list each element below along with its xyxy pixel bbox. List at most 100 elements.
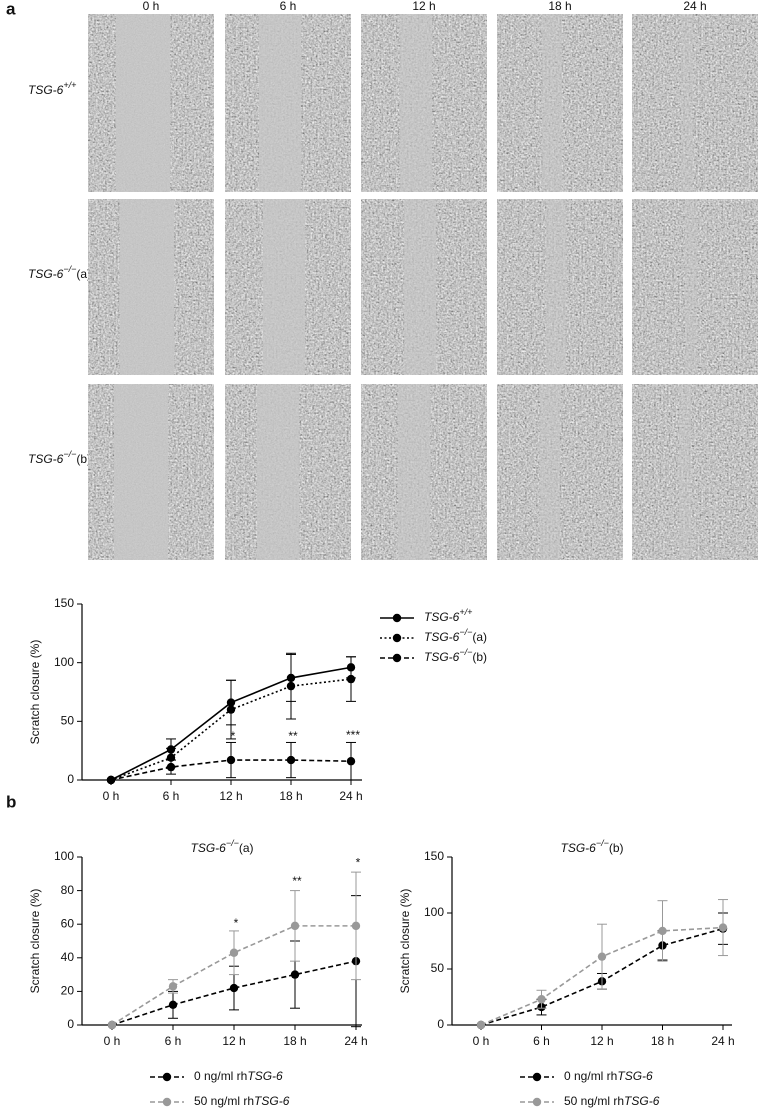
x-tick-label: 0 h [473,1034,490,1048]
data-point [229,948,239,957]
scratch-gap [685,199,697,375]
scratch-gap [679,384,691,560]
data-point [537,995,546,1004]
x-tick-label: 24 h [344,1034,367,1048]
significance: *** [346,728,360,742]
y-tick-label: 40 [61,950,75,964]
micrograph [632,14,758,192]
legend-marker [162,1072,172,1082]
chart-title: TSG-6−/−(a) [190,838,253,855]
scratch-gap [116,14,170,192]
y-tick-label: 150 [54,596,74,610]
x-tick-label: 24 h [339,789,362,803]
data-point [351,921,361,931]
scratch-gap [681,14,693,192]
y-tick-label: 50 [431,961,445,975]
panel-label: a [6,0,16,18]
x-tick-label: 6 h [533,1034,550,1048]
legend-marker [532,1097,542,1107]
column-label: 12 h [412,0,435,13]
legend-label: 50 ng/ml rhTSG-6 [564,1094,660,1108]
scratch-gap [546,199,566,375]
x-tick-label: 6 h [163,789,180,803]
data-point [718,923,728,932]
legend-marker [392,613,402,623]
x-tick-label: 18 h [283,1034,306,1048]
column-label: 18 h [548,0,571,13]
data-point [290,921,300,931]
legend-marker [392,653,402,663]
significance: * [356,856,361,870]
legend-label: 0 ng/ml rhTSG-6 [564,1069,653,1083]
data-point [106,775,116,785]
y-tick-label: 0 [437,1017,444,1031]
legend-label: 0 ng/ml rhTSG-6 [194,1069,283,1083]
panel-label: b [6,792,16,811]
data-point [286,681,296,691]
scratch-gap [542,14,562,192]
legend-marker [162,1097,172,1107]
row-label: TSG-6−/−(b) [28,449,91,466]
data-point [107,1020,117,1030]
row-label: TSG-6+/+ [28,80,76,97]
y-tick-label: 50 [61,714,75,728]
significance: ** [288,729,298,743]
y-tick-label: 0 [67,772,74,786]
scratch-gap [120,199,174,375]
x-tick-label: 0 h [104,1034,121,1048]
x-tick-label: 6 h [165,1034,182,1048]
data-point [476,1020,486,1030]
y-tick-label: 0 [67,1017,74,1031]
data-point [290,970,300,979]
significance: ** [292,874,302,888]
data-point [226,705,236,714]
series-line [111,925,356,1026]
column-label: 0 h [143,0,160,13]
data-point [658,926,667,936]
row-label: TSG-6−/−(a) [28,264,91,281]
x-tick-label: 12 h [590,1034,613,1048]
y-axis-title: Scratch closure (%) [28,889,42,994]
y-tick-label: 100 [54,655,74,669]
x-tick-label: 18 h [279,789,302,803]
legend-label: 50 ng/ml rhTSG-6 [194,1094,290,1108]
data-point [168,982,178,991]
column-label: 24 h [683,0,706,13]
series-line [111,960,357,1026]
data-point [286,755,296,765]
scratch-gap [257,384,299,560]
scratch-gap [398,384,430,560]
data-point [226,755,236,765]
legend-marker [392,633,402,643]
data-point [166,762,176,772]
x-tick-label: 0 h [103,789,120,803]
y-tick-label: 150 [424,849,444,863]
x-tick-label: 24 h [711,1034,734,1048]
y-tick-label: 20 [61,984,75,998]
legend-marker [532,1072,542,1082]
data-point [229,983,239,993]
data-point [346,674,356,684]
x-tick-label: 12 h [219,789,242,803]
scratch-gap [404,199,436,375]
legend-label: TSG-6+/+ [424,607,472,624]
micrograph [632,384,758,560]
y-tick-label: 100 [54,849,74,863]
column-label: 6 h [280,0,297,13]
scratch-gap [540,384,560,560]
x-tick-label: 12 h [222,1034,245,1048]
data-point [168,1000,178,1010]
y-tick-label: 100 [424,905,444,919]
data-point [346,757,356,766]
scratch-gap [263,199,305,375]
scratch-gap [259,14,301,192]
y-tick-label: 80 [61,883,75,897]
y-axis-title: Scratch closure (%) [28,640,42,745]
significance: * [231,729,236,743]
data-point [597,952,607,961]
scratch-gap [114,384,168,560]
y-axis-title: Scratch closure (%) [398,889,412,994]
significance: * [234,916,239,930]
x-tick-label: 18 h [651,1034,674,1048]
